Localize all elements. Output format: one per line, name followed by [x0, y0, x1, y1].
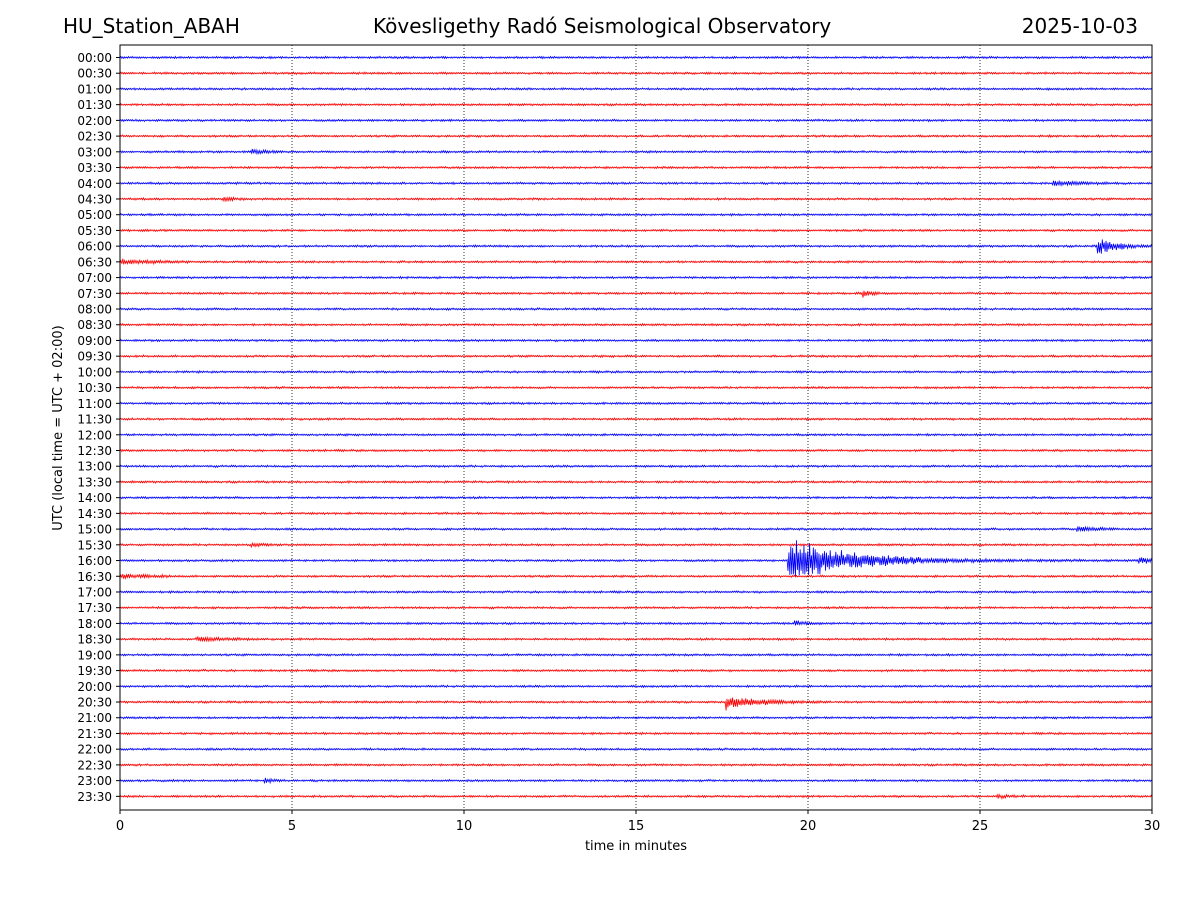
trace-0100: [119, 86, 1153, 92]
y-tick-label: 19:30: [77, 664, 112, 678]
x-tick-label: 5: [288, 819, 296, 834]
trace-1100: [119, 401, 1153, 406]
trace-2330: [119, 793, 1153, 800]
trace-2130: [119, 731, 1153, 736]
trace-1500: [119, 525, 1153, 533]
observatory-title: Kövesligethy Radó Seismological Observat…: [373, 14, 832, 38]
y-tick-label: 19:00: [77, 648, 112, 662]
y-tick-label: 23:30: [77, 790, 112, 804]
y-tick-label: 05:00: [77, 208, 112, 222]
trace-0730: [119, 290, 1153, 298]
trace-1830: [119, 635, 1153, 643]
trace-0900: [119, 338, 1153, 343]
y-tick-label: 12:30: [77, 444, 112, 458]
y-tick-label: 10:00: [77, 365, 112, 379]
y-tick-label: 04:00: [77, 177, 112, 191]
trace-2000: [119, 684, 1153, 689]
y-tick-label: 13:30: [77, 475, 112, 489]
y-tick-label: 14:30: [77, 507, 112, 521]
x-tick-label: 10: [456, 819, 473, 834]
trace-1130: [119, 417, 1153, 422]
y-tick-label: 11:00: [77, 397, 112, 411]
y-tick-label: 06:00: [77, 240, 112, 254]
y-tick-label: 03:30: [77, 161, 112, 175]
y-tick-label: 22:00: [77, 743, 112, 757]
y-axis-label: UTC (local time = UTC + 02:00): [51, 325, 66, 530]
y-tick-label: 04:30: [77, 192, 112, 206]
y-tick-label: 01:30: [77, 98, 112, 112]
header-bar: HU_Station_ABAH Kövesligethy Radó Seismo…: [0, 14, 1200, 44]
trace-0930: [119, 354, 1153, 359]
y-tick-label: 05:30: [77, 224, 112, 238]
x-tick-label: 30: [1144, 819, 1161, 834]
x-axis: 0 5 10 15 20 25 30: [116, 810, 1160, 834]
trace-1730: [119, 605, 1153, 610]
y-tick-label: 15:30: [77, 538, 112, 552]
y-tick-label: 18:00: [77, 617, 112, 631]
trace-0500: [119, 212, 1153, 217]
y-tick-label: 16:00: [77, 554, 112, 568]
y-tick-label: 09:00: [77, 334, 112, 348]
y-tick-label: 13:00: [77, 460, 112, 474]
x-tick-label: 15: [628, 819, 645, 834]
trace-1930: [119, 668, 1153, 673]
trace-0700: [119, 275, 1153, 280]
y-tick-label: 14:00: [77, 491, 112, 505]
record-date: 2025-10-03: [1021, 14, 1138, 38]
trace-0300: [119, 148, 1153, 156]
y-tick-label: 11:30: [77, 413, 112, 427]
y-tick-label: 21:00: [77, 711, 112, 725]
y-tick-label: 12:00: [77, 428, 112, 442]
x-tick-label: 20: [800, 819, 817, 834]
y-tick-label: 00:30: [77, 67, 112, 81]
y-tick-label: 02:30: [77, 130, 112, 144]
x-tick-label: 25: [972, 819, 989, 834]
y-tick-label: 01:00: [77, 82, 112, 96]
y-tick-label: 06:30: [77, 255, 112, 269]
trace-1330: [119, 479, 1153, 485]
trace-1530: [119, 541, 1153, 549]
y-tick-label: 00:00: [77, 51, 112, 65]
y-tick-label: 03:00: [77, 145, 112, 159]
x-tick-label: 0: [116, 819, 124, 834]
x-axis-label: time in minutes: [585, 839, 687, 854]
y-tick-label: 16:30: [77, 570, 112, 584]
y-tick-label: 17:30: [77, 601, 112, 615]
y-tick-label: 08:30: [77, 318, 112, 332]
y-tick-label: 15:00: [77, 523, 112, 537]
y-tick-label: 22:30: [77, 758, 112, 772]
y-tick-label: 08:00: [77, 303, 112, 317]
grid-group: [291, 45, 981, 810]
y-tick-label: 21:30: [77, 727, 112, 741]
y-tick-label: 23:00: [77, 774, 112, 788]
y-tick-label: 10:30: [77, 381, 112, 395]
y-tick-label: 17:00: [77, 585, 112, 599]
trace-0030: [119, 71, 1153, 76]
y-tick-label: 20:00: [77, 680, 112, 694]
station-name: HU_Station_ABAH: [63, 14, 240, 38]
y-tick-label: 02:00: [77, 114, 112, 128]
y-tick-label: 18:30: [77, 633, 112, 647]
y-tick-label: 07:30: [77, 287, 112, 301]
y-tick-label: 20:30: [77, 696, 112, 710]
y-tick-label: 07:00: [77, 271, 112, 285]
y-tick-label: 09:30: [77, 350, 112, 364]
